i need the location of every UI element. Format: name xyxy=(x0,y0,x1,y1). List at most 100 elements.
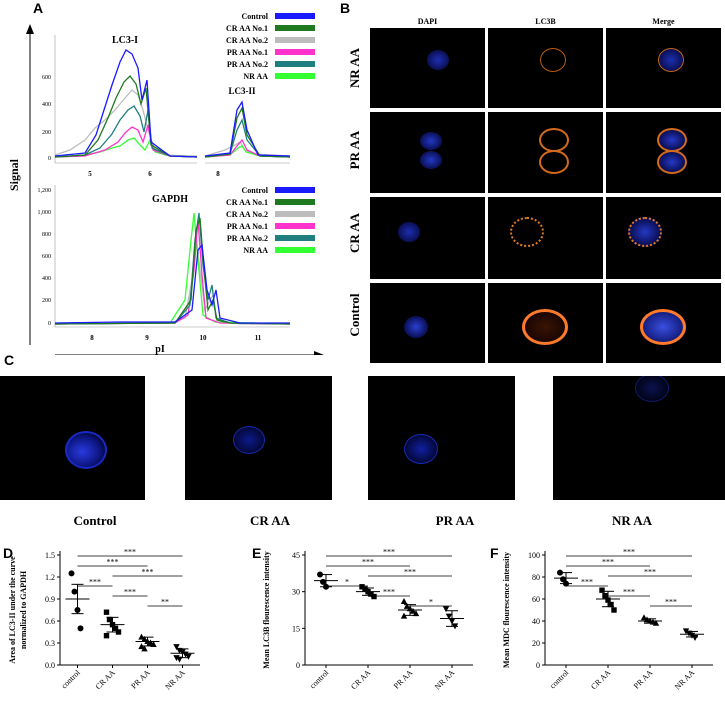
legend-swatch xyxy=(275,211,315,217)
lc3ii-traces xyxy=(204,100,291,158)
y-tick-label: 1.5 xyxy=(45,551,55,560)
y-tick-label: 80 xyxy=(532,573,540,582)
panel-letter-e: E xyxy=(252,545,262,561)
legend-bottom-swatches xyxy=(275,187,315,253)
legend-swatch xyxy=(275,199,315,205)
y-tick-label: 0.9 xyxy=(45,595,55,604)
significance-label: *** xyxy=(623,548,635,557)
data-point xyxy=(685,630,693,637)
data-point xyxy=(185,653,192,660)
significance-label: ** xyxy=(161,598,169,607)
bottom-xtick: 9 xyxy=(145,334,149,342)
data-point xyxy=(442,606,450,613)
top-xtick: 8 xyxy=(216,170,220,178)
micrograph-pr-dapi xyxy=(370,112,485,193)
bottom-xticks: 8 9 10 11 xyxy=(90,334,262,342)
top-ytick: 0 xyxy=(48,156,51,162)
micrograph-cr-merge xyxy=(606,197,721,279)
chart-d: 0.0 0.3 0.6 0.9 1.2 1.5 Area of LC3-II under t… xyxy=(8,548,200,692)
significance-label: *** xyxy=(124,588,136,597)
data-point xyxy=(68,570,75,577)
data-point xyxy=(445,613,453,620)
panel-a-xlabel: pI xyxy=(155,344,165,355)
data-point xyxy=(599,587,605,593)
trace-gapdh-cr1 xyxy=(54,217,291,325)
top-xtick: 6 xyxy=(148,170,152,178)
bottom-ytick: 0 xyxy=(48,321,51,327)
data-point xyxy=(359,584,365,590)
lc3i-label: LC3-I xyxy=(112,35,138,46)
significance-label: * xyxy=(429,598,433,607)
mdc-image-cr-aa xyxy=(185,376,332,500)
x-tick-label: control xyxy=(308,668,331,691)
significance-label: *** xyxy=(581,578,593,587)
x-tick-label: CR AA xyxy=(349,668,372,691)
y-tick-label: 0 xyxy=(536,661,540,670)
legend-swatch xyxy=(275,223,315,229)
bottom-xtick: 8 xyxy=(90,334,94,342)
y-axis-label: Area of LC3-II under the curve xyxy=(8,556,17,664)
mdc-label-nr-aa: NR AA xyxy=(611,513,653,528)
top-xticks: 5 6 8 xyxy=(88,170,220,178)
data-point xyxy=(611,607,617,613)
panel-a-electropherogram: Signal 0 200 400 600 5 6 8 LC3-I LC3-II … xyxy=(7,12,324,355)
row-label-nr-aa: NR AA xyxy=(347,47,362,89)
y-tick-label: 15 xyxy=(292,624,300,633)
significance-label: *** xyxy=(644,568,656,577)
significance-label: *** xyxy=(142,568,154,577)
legend-top-swatches xyxy=(275,13,315,79)
data-point xyxy=(141,645,148,652)
micrograph-nr-dapi xyxy=(370,28,485,108)
top-plot xyxy=(54,35,290,164)
legend-label: Control xyxy=(241,12,268,21)
gapdh-traces xyxy=(54,212,291,325)
x-tick-label: PR AA xyxy=(392,668,415,691)
mdc-image-nr-aa xyxy=(553,376,725,500)
top-ytick: 200 xyxy=(42,130,51,136)
significance-label: *** xyxy=(404,568,416,577)
top-xtick: 5 xyxy=(88,170,92,178)
legend-swatch xyxy=(275,49,315,55)
legend-swatch xyxy=(275,247,315,253)
x-tick-label: control xyxy=(60,668,83,691)
lc3ii-label: LC3-II xyxy=(228,86,256,96)
micrograph-control-merge xyxy=(606,283,721,363)
y-tick-label: 0.6 xyxy=(45,617,55,626)
significance-label: *** xyxy=(623,588,635,597)
legend-label: CR AA No.2 xyxy=(226,210,268,219)
trace-pr-aa-no1 xyxy=(54,124,198,158)
data-point xyxy=(77,625,84,632)
legend-swatch xyxy=(275,13,315,19)
bottom-yticks: 0 200 400 600 800 1,000 1,200 xyxy=(38,188,52,327)
micrograph-pr-merge xyxy=(606,112,721,193)
trace-gapdh-control xyxy=(54,243,290,324)
data-point xyxy=(368,591,374,597)
data-point xyxy=(608,601,614,608)
x-tick-label: control xyxy=(548,668,571,691)
micrograph-control-lc3b xyxy=(488,283,603,363)
legend-label: PR AA No.2 xyxy=(227,234,268,243)
bottom-xtick: 11 xyxy=(255,334,262,342)
bottom-ytick: 600 xyxy=(42,254,51,260)
data-point xyxy=(403,602,411,609)
x-tick-label: NR AA xyxy=(433,668,457,692)
gapdh-label: GAPDH xyxy=(152,194,188,205)
y-tick-label: 1.2 xyxy=(45,573,55,582)
legend-label: NR AA xyxy=(243,246,268,255)
x-tick-label: PR AA xyxy=(129,668,152,691)
significance-label: * xyxy=(345,578,349,587)
legend-swatch xyxy=(275,187,315,193)
panel-a-ylabel: Signal xyxy=(7,158,21,191)
significance-label: *** xyxy=(124,548,136,557)
bottom-xtick: 10 xyxy=(200,334,208,342)
panel-letter-d: D xyxy=(3,545,14,561)
row-label-pr-aa: PR AA xyxy=(347,130,362,170)
legend-label: Control xyxy=(241,186,268,195)
x-tick-label: NR AA xyxy=(163,668,187,692)
trace-cr-aa-no2 xyxy=(54,89,198,157)
y-axis-label: normalized to GAPDH xyxy=(19,570,28,649)
y-tick-label: 40 xyxy=(532,617,540,626)
panel-letter-b: B xyxy=(340,0,351,16)
micrograph-control-dapi xyxy=(370,283,485,363)
micrograph-cr-dapi xyxy=(370,197,485,279)
